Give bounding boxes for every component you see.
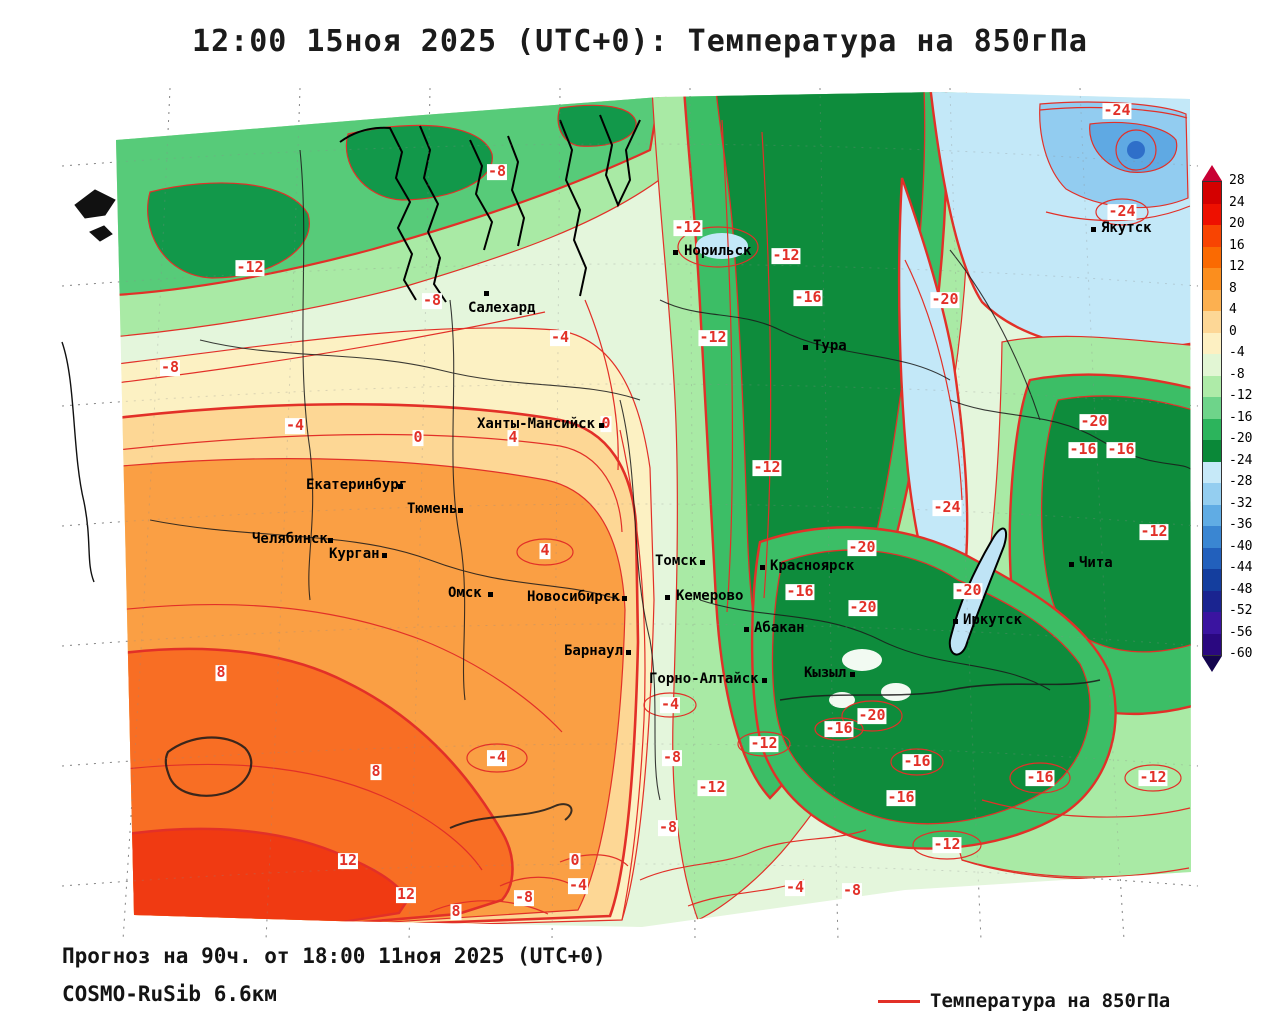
colorbar-band (1203, 246, 1221, 268)
colorbar-band (1203, 590, 1221, 612)
colorbar-tick-label: -48 (1229, 581, 1253, 597)
colorbar-band (1203, 397, 1221, 419)
colorbar-tick-label: -12 (1229, 388, 1253, 403)
colorbar-band (1203, 569, 1221, 591)
colorbar-tick-label: 8 (1229, 280, 1237, 296)
colorbar-band (1203, 354, 1221, 376)
colorbar-band (1203, 440, 1221, 462)
colorbar-band (1203, 461, 1221, 483)
forecast-info: Прогноз на 90ч. от 18:00 11ноя 2025 (UTC… (62, 944, 606, 968)
colorbar-tick-label: -36 (1229, 517, 1253, 532)
colorbar-tick-label: -20 (1229, 431, 1253, 446)
colorbar-band (1203, 268, 1221, 290)
colorbar-band (1203, 633, 1221, 655)
colorbar-band (1203, 612, 1221, 634)
colorbar-tick-label: -8 (1229, 366, 1245, 382)
model-info: COSMO-RuSib 6.6км (62, 982, 277, 1006)
colorbar: 28 24 20 16 12 8 4 0 -4 -8 -12 -16 -20 -24 -28 -32 -36 -4… (1202, 165, 1274, 677)
map-key: Температура на 850гПа (878, 990, 1170, 1012)
colorbar-tick-label: -60 (1229, 646, 1253, 661)
colorbar-tick-label: 0 (1229, 323, 1237, 339)
region-borders (149, 149, 1191, 829)
colorbar-tick-label: 20 (1229, 216, 1245, 231)
map-title: 12:00 15ноя 2025 (UTC+0): Температура на… (192, 24, 1088, 59)
colorbar-band (1203, 332, 1221, 354)
coastline (339, 114, 641, 303)
colorbar-tick-label: 28 (1229, 173, 1245, 188)
colorbar-tick-label: -24 (1229, 452, 1253, 468)
colorbar-band (1203, 504, 1221, 526)
colorbar-tick-label: 16 (1229, 237, 1245, 253)
colorbar-tick-label: 24 (1229, 194, 1245, 210)
colorbar-arrow-up (1202, 165, 1222, 181)
temperature-line-sample (878, 999, 920, 1003)
colorbar-tick-label: -32 (1229, 495, 1253, 511)
colorbar-tick-label: -56 (1229, 624, 1253, 640)
colorbar-band (1203, 225, 1221, 247)
colorbar-tick-label: -44 (1229, 560, 1253, 575)
colorbar-tick-label: 4 (1229, 302, 1237, 317)
temperature-field (116, 92, 1191, 927)
colorbar-tick-label: -28 (1229, 474, 1253, 489)
colorbar-band (1203, 203, 1221, 225)
colorbar-arrow-down (1202, 656, 1222, 672)
colorbar-band (1203, 483, 1221, 505)
colorbar-band (1203, 375, 1221, 397)
colorbar-band (1203, 289, 1221, 311)
colorbar-tick-label: -16 (1229, 409, 1253, 425)
colorbar-band (1203, 311, 1221, 333)
colorbar-tick-label: -40 (1229, 538, 1253, 554)
colorbar-band (1203, 418, 1221, 440)
map-contours (116, 106, 1191, 921)
colorbar-tick-label: -4 (1229, 345, 1245, 360)
colorbar-bands (1202, 181, 1222, 656)
colorbar-tick-label: 12 (1229, 259, 1245, 274)
colorbar-tick-label: -52 (1229, 603, 1253, 618)
colorbar-band (1203, 547, 1221, 569)
colorbar-band (1203, 182, 1221, 204)
colorbar-band (1203, 526, 1221, 548)
map-key-label: Температура на 850гПа (930, 990, 1171, 1012)
